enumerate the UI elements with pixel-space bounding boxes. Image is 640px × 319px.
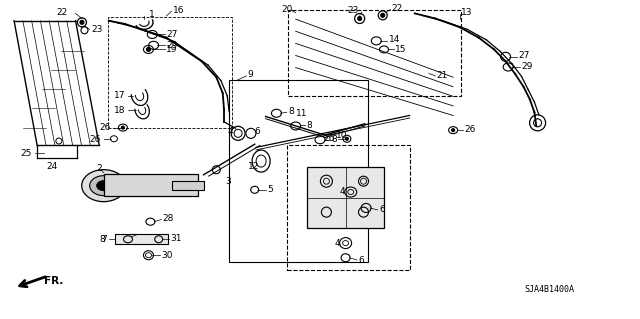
Text: 25: 25 [20,149,32,158]
Text: 13: 13 [461,8,472,17]
Text: 27: 27 [166,30,178,39]
Text: 17: 17 [114,91,125,100]
Text: 2: 2 [96,164,102,173]
Bar [172,181,204,190]
Text: 20: 20 [282,5,293,14]
Text: 16: 16 [173,6,184,15]
Text: 29: 29 [166,41,178,50]
Text: 3: 3 [225,177,231,186]
Text: 6: 6 [379,205,385,214]
Text: 21: 21 [436,71,448,80]
Bar [229,80,368,262]
Text: 22: 22 [56,8,68,17]
Text: 4: 4 [227,127,233,136]
Bar [307,167,384,228]
Text: 12: 12 [248,162,260,171]
Text: 26: 26 [465,125,476,134]
Text: 29: 29 [521,62,532,71]
Text: 23: 23 [348,6,359,15]
Circle shape [122,126,124,129]
Bar [104,174,198,196]
Text: 7: 7 [101,235,107,244]
Text: 26: 26 [323,134,335,143]
Text: 4: 4 [339,187,345,196]
Text: 8: 8 [99,235,105,244]
Text: 8: 8 [331,135,337,144]
Text: 8: 8 [288,107,294,116]
Text: 10: 10 [336,131,348,140]
Text: 14: 14 [388,35,400,44]
Text: 6: 6 [255,127,260,136]
Text: 30: 30 [161,251,173,260]
Text: 5: 5 [267,185,273,194]
Text: 22: 22 [392,4,403,13]
Text: 24: 24 [47,162,58,171]
Ellipse shape [82,170,125,202]
Text: 8: 8 [306,121,312,130]
Text: 26: 26 [99,123,111,132]
Text: 31: 31 [170,234,182,243]
Text: 19: 19 [166,45,178,54]
Circle shape [147,48,150,51]
Text: SJA4B1400A: SJA4B1400A [524,285,574,294]
Text: 27: 27 [518,51,530,60]
Circle shape [80,20,84,24]
Text: 1: 1 [149,10,155,19]
Circle shape [452,129,454,132]
Bar [287,145,410,270]
Circle shape [358,17,362,20]
Ellipse shape [90,176,118,196]
Bar [115,234,168,244]
Text: 23: 23 [92,25,103,34]
Text: 28: 28 [163,214,174,223]
Bar [288,10,461,96]
Text: FR.: FR. [44,276,63,286]
Text: 6: 6 [358,256,364,265]
Text: 11: 11 [296,109,307,118]
Ellipse shape [97,181,111,191]
Text: 15: 15 [395,45,406,54]
Text: 9: 9 [248,70,253,79]
Circle shape [346,137,348,140]
Text: 18: 18 [114,106,125,115]
Bar [108,17,232,128]
Text: 4: 4 [334,239,340,248]
Circle shape [381,13,385,17]
Text: 26: 26 [90,135,101,144]
